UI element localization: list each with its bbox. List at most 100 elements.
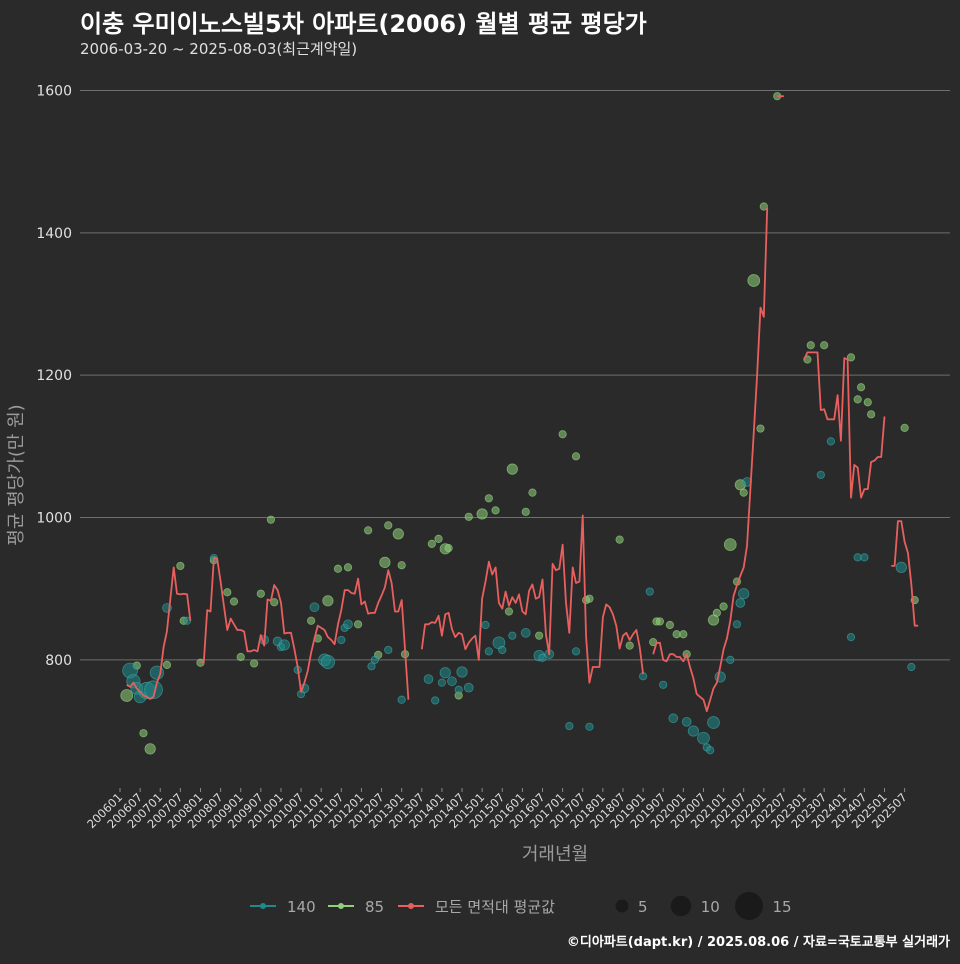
point-85 xyxy=(120,689,134,702)
point-85 xyxy=(585,594,594,603)
point-85 xyxy=(739,488,748,497)
point-140 xyxy=(309,602,320,613)
point-85 xyxy=(236,652,245,662)
point-85 xyxy=(384,521,393,530)
point-140 xyxy=(681,716,692,727)
point-140 xyxy=(860,553,869,562)
y-axis-title: 평균 평당가(만 원) xyxy=(6,404,27,545)
y-tick-label: 1000 xyxy=(36,511,72,527)
point-140 xyxy=(907,662,916,672)
avg-line-segment xyxy=(891,520,919,627)
point-140 xyxy=(816,470,825,479)
point-140 xyxy=(447,676,457,687)
chart-title: 이충 우미이노스빌5차 아파트(2006) 월별 평균 평당가 xyxy=(80,10,647,38)
point-140 xyxy=(687,725,699,737)
point-140 xyxy=(463,682,474,693)
point-85 xyxy=(853,395,862,404)
x-axis-title: 거래년월 xyxy=(522,844,588,865)
legend-size-key xyxy=(615,899,629,913)
point-140 xyxy=(508,631,517,640)
point-85 xyxy=(144,743,156,755)
point-85 xyxy=(434,534,443,543)
point-85 xyxy=(444,544,453,553)
point-85 xyxy=(820,341,829,350)
point-85 xyxy=(672,630,681,639)
point-85 xyxy=(759,202,768,211)
point-85 xyxy=(162,660,172,669)
legend-label: 85 xyxy=(365,898,384,916)
y-tick-label: 800 xyxy=(45,653,72,669)
point-85 xyxy=(747,274,761,287)
point-85 xyxy=(719,602,728,611)
point-85 xyxy=(867,410,876,419)
point-140 xyxy=(846,633,856,642)
point-85 xyxy=(506,463,518,475)
point-140 xyxy=(498,645,507,655)
avg-line-segment xyxy=(200,557,410,700)
point-140 xyxy=(668,713,679,724)
point-85 xyxy=(322,595,334,607)
point-140 xyxy=(481,620,490,630)
point-140 xyxy=(431,696,440,705)
source-caption: ©디아파트(dapt.kr) / 2025.08.06 / 자료=국토교통부 실… xyxy=(566,935,950,950)
point-85 xyxy=(476,508,488,520)
legend-size-label: 10 xyxy=(701,898,720,916)
point-140 xyxy=(397,695,406,704)
point-85 xyxy=(427,539,436,548)
point-140 xyxy=(439,667,451,679)
point-140 xyxy=(456,666,468,678)
point-85 xyxy=(856,383,866,392)
point-140 xyxy=(853,553,862,562)
point-140 xyxy=(826,437,835,446)
chart-subtitle: 2006-03-20 ~ 2025-08-03(최근계약일) xyxy=(80,40,358,58)
point-85 xyxy=(806,341,815,350)
series-140-points xyxy=(122,437,916,755)
point-85 xyxy=(392,528,404,540)
point-85 xyxy=(625,641,634,650)
point-85 xyxy=(343,563,353,572)
point-140 xyxy=(706,746,715,755)
point-140 xyxy=(520,627,531,638)
point-140 xyxy=(707,716,720,729)
point-85 xyxy=(528,488,537,497)
y-tick-label: 1200 xyxy=(36,368,72,384)
point-85 xyxy=(655,617,664,626)
point-85 xyxy=(176,561,185,571)
point-85 xyxy=(223,588,232,597)
point-140 xyxy=(423,674,434,684)
point-140 xyxy=(697,731,710,745)
legend-label: 140 xyxy=(287,898,316,916)
legend-key-point xyxy=(260,903,266,909)
point-85 xyxy=(256,589,265,598)
legend-size-label: 15 xyxy=(772,898,791,916)
point-140 xyxy=(454,685,463,694)
legend-size-label: 5 xyxy=(638,898,648,916)
point-85 xyxy=(571,452,581,461)
point-140 xyxy=(437,678,447,687)
point-140 xyxy=(732,620,742,629)
legend-key-point xyxy=(338,903,344,909)
y-tick-label: 1400 xyxy=(36,226,72,242)
point-140 xyxy=(370,655,379,664)
point-85 xyxy=(558,430,567,439)
y-tick-label: 1600 xyxy=(36,83,72,99)
point-85 xyxy=(491,506,500,515)
avg-line-segment xyxy=(420,514,644,684)
point-85 xyxy=(139,729,148,738)
point-85 xyxy=(364,526,373,535)
point-140 xyxy=(182,616,192,625)
series-avg-line xyxy=(126,95,919,712)
point-140 xyxy=(484,647,493,656)
point-85 xyxy=(270,598,279,607)
point-140 xyxy=(645,587,654,596)
avg-line-segment xyxy=(652,207,769,712)
point-85 xyxy=(900,423,909,432)
point-140 xyxy=(571,647,581,656)
point-140 xyxy=(367,662,376,671)
point-85 xyxy=(615,535,624,544)
point-85 xyxy=(307,616,316,625)
legend: 140 85 모든 면적대 평균값 5 10 15 xyxy=(250,892,792,920)
point-85 xyxy=(723,538,737,551)
point-85 xyxy=(535,631,544,640)
